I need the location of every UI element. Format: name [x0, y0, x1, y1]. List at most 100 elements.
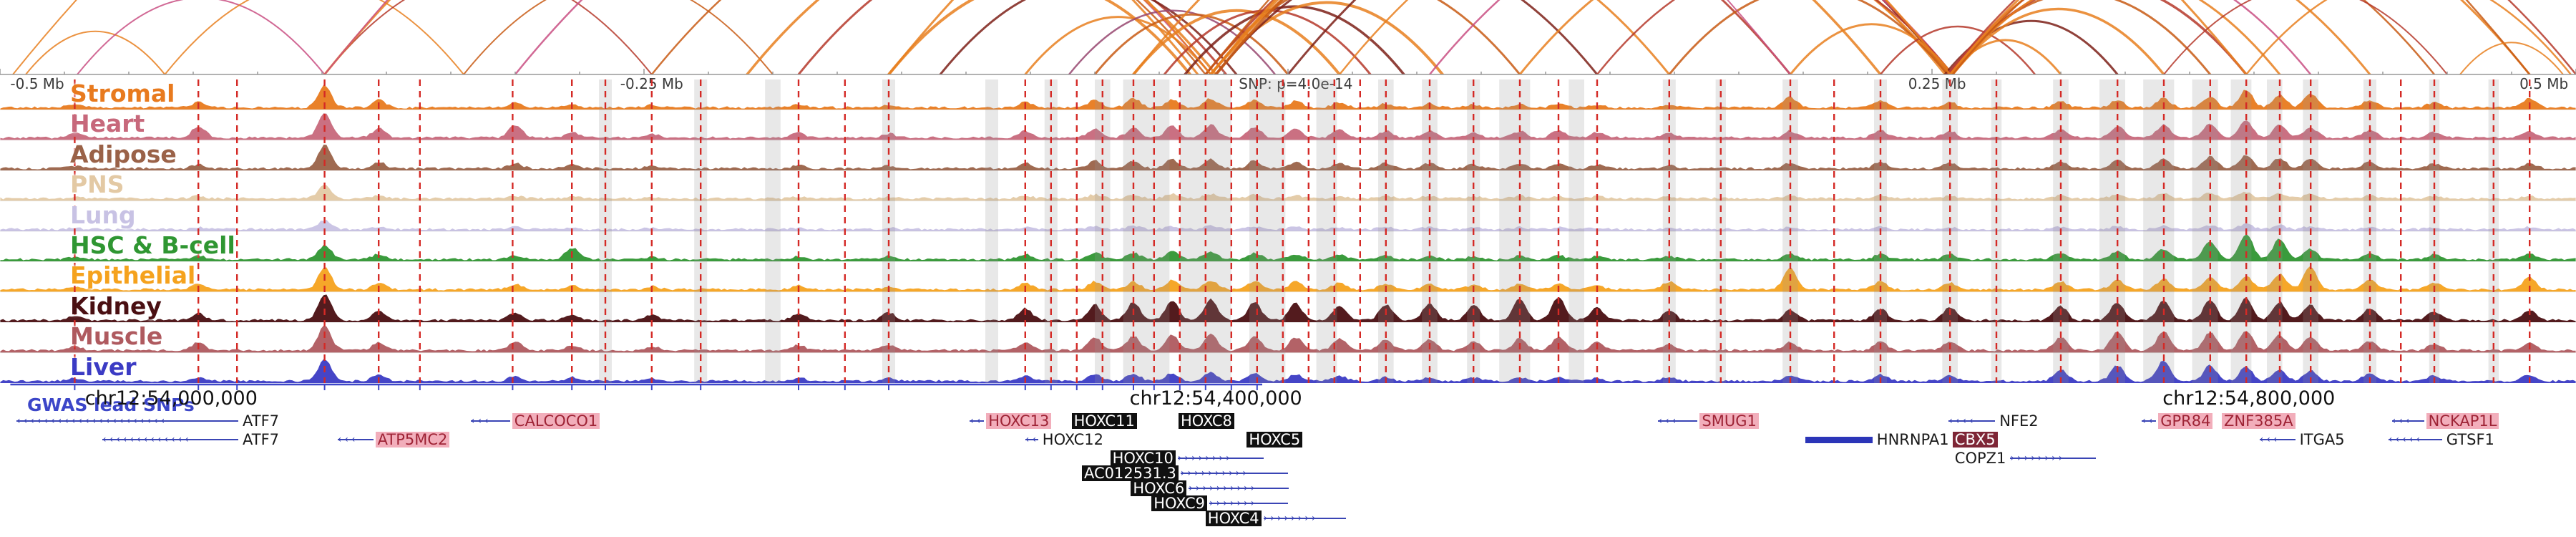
gene-hoxc6[interactable]: HOXC6 ›››››››››› [1131, 480, 1289, 496]
interaction-arc[interactable] [746, 0, 1217, 74]
interaction-arc[interactable] [1068, 9, 1277, 74]
gene-intron-line: ›››››››››› [1189, 483, 1289, 494]
interaction-arc[interactable] [1879, 25, 2036, 74]
interaction-arc[interactable] [323, 0, 653, 74]
interaction-arc[interactable] [164, 0, 464, 74]
interaction-arc[interactable] [1428, 0, 1954, 74]
interaction-arc[interactable] [12, 0, 1211, 74]
chromatin-interaction-arc-track[interactable] [0, 0, 2576, 74]
signal-track-adipose[interactable]: Adipose [0, 140, 2576, 171]
interaction-arc[interactable] [650, 0, 1207, 74]
ruler-label: 0.25 Mb [1908, 75, 1966, 92]
gene-intron-line: ‹‹‹ [470, 415, 510, 427]
gene-smug1[interactable]: ‹‹‹ SMUG1 [1658, 413, 1759, 429]
gene-atf7[interactable]: ‹‹‹‹‹‹‹‹‹‹‹‹‹ ATF7 [102, 432, 281, 448]
interaction-arc[interactable] [463, 0, 774, 74]
interaction-arc[interactable] [1287, 0, 1951, 74]
signal-track-pns[interactable]: PNS [0, 170, 2576, 201]
gene-hoxc11[interactable]: HOXC11 [1071, 413, 1137, 429]
interaction-arc[interactable] [77, 0, 326, 74]
gene-hoxc5[interactable]: HOXC5 [1246, 432, 1303, 448]
interaction-arc[interactable] [323, 0, 1791, 74]
signal-area [0, 325, 2576, 353]
gene-intron-line: ‹‹‹‹ [1948, 415, 1996, 427]
gene-nfe2[interactable]: ‹‹‹‹ NFE2 [1948, 413, 2040, 429]
gene-atp5mc2[interactable]: ‹‹‹ ATP5MC2 [337, 432, 450, 448]
gene-hoxc13[interactable]: ‹‹‹HOXC13 [970, 413, 1052, 429]
gene-copz1[interactable]: COPZ1 ›››››››› [1953, 450, 2097, 466]
ruler-label: 0.5 Mb [2519, 75, 2568, 92]
interaction-arc[interactable] [939, 0, 1238, 74]
gene-itga5[interactable]: ‹‹‹ ITGA5 [2259, 432, 2347, 448]
gene-label: NCKAP1L [2426, 413, 2499, 429]
gene-label: ATF7 [243, 412, 280, 430]
gene-intron-line: ‹‹‹‹‹‹‹‹‹‹‹‹‹‹‹‹‹‹‹‹‹‹ [16, 415, 238, 427]
interaction-arc[interactable] [1209, 1, 1444, 74]
interaction-arc[interactable] [1093, 13, 1289, 74]
gene-hoxc9[interactable]: HOXC9 ››››››› [1151, 495, 1289, 511]
interaction-arc[interactable] [2459, 42, 2564, 74]
interaction-arc[interactable] [323, 0, 1199, 74]
gene-hoxc12[interactable]: ‹‹‹ HOXC12 [1025, 432, 1106, 448]
gene-calcoco1[interactable]: ‹‹‹ CALCOCO1 [470, 413, 600, 429]
gene-exon-bar [1805, 436, 1873, 443]
coordinate-label: chr12:54,000,000 [84, 387, 258, 410]
interaction-arc[interactable] [1024, 16, 1212, 74]
gene-label: HOXC10 [1110, 450, 1176, 466]
gene-nckap1l[interactable]: ‹‹‹ NCKAP1L [2391, 413, 2499, 429]
gene-cbx5[interactable]: CBX5 [1952, 432, 1998, 448]
interaction-arc[interactable] [2163, 0, 2448, 74]
gene-gtsf1[interactable]: ‹‹‹‹‹ GTSF1 [2388, 432, 2497, 448]
interaction-arc[interactable] [1596, 0, 1954, 74]
gene-label: HOXC8 [1179, 413, 1234, 429]
gwas-lead-snps-label: GWAS lead SNPs [27, 395, 195, 415]
gene-label: GPR84 [2158, 413, 2213, 429]
signal-track-kidney[interactable]: Kidney [0, 292, 2576, 323]
gene-atf7[interactable]: ‹‹‹‹‹‹‹‹‹‹‹‹‹‹‹‹‹‹‹‹‹‹ ATF7 [16, 413, 281, 429]
interaction-arc[interactable] [1518, 0, 1949, 74]
gene-hoxc4[interactable]: HOXC4 ›››››››› [1205, 511, 1346, 526]
gene-gpr84[interactable]: ‹‹‹GPR84 [2142, 413, 2213, 429]
track-label: Muscle [70, 322, 163, 351]
signal-track-epithelial[interactable]: Epithelial [0, 261, 2576, 292]
signal-track-muscle[interactable]: Muscle [0, 322, 2576, 353]
interaction-arc[interactable] [797, 0, 1228, 74]
gene-hoxc10[interactable]: HOXC10 ›››››››› [1110, 450, 1264, 466]
signal-track-stromal[interactable]: Stromal [0, 79, 2576, 110]
signal-area [0, 234, 2576, 262]
interaction-arc[interactable] [1668, 0, 1949, 74]
gene-label: AC012531.3 [1082, 465, 1179, 481]
signal-track-liver[interactable]: Liver [0, 353, 2576, 383]
signal-tracks-panel: Stromal Heart Adipose PNS Lung HSC & B-cell Ep… [0, 79, 2576, 383]
interaction-arc[interactable] [1951, 7, 2165, 75]
interaction-arc[interactable] [1338, 0, 1946, 74]
interaction-arc[interactable] [887, 0, 1192, 74]
interaction-arc[interactable] [887, 0, 1951, 74]
track-label: Liver [70, 352, 137, 381]
signal-track-lung[interactable]: Lung [0, 201, 2576, 231]
gene-intron-line: ›››››››› [2010, 453, 2097, 464]
gene-label: ZNF385A [2222, 413, 2296, 429]
interaction-arc[interactable] [1951, 0, 2436, 74]
interaction-arc[interactable] [2245, 0, 2572, 74]
interaction-arc[interactable] [25, 30, 166, 74]
gene-hoxc8[interactable]: HOXC8 [1179, 413, 1234, 429]
gene-ac012531-3[interactable]: AC012531.3 ›››››››››› [1082, 465, 1288, 481]
interaction-arc[interactable] [1951, 0, 2281, 74]
signal-area [0, 266, 2576, 292]
gene-label: SMUG1 [1699, 413, 1759, 429]
signal-area [0, 219, 2576, 231]
track-label: Lung [70, 200, 136, 229]
gene-label: HOXC11 [1071, 413, 1137, 429]
signal-track-heart[interactable]: Heart [0, 110, 2576, 140]
gene-label: HOXC12 [1042, 431, 1104, 448]
interaction-arc[interactable] [1204, 0, 2531, 74]
gene-hnrnpa1[interactable]: HNRNPA1 [1805, 432, 1951, 448]
gwas-snp-track-line[interactable] [0, 382, 2576, 394]
gene-intron-line: ›››››››› [1263, 513, 1346, 524]
interaction-arc[interactable] [1948, 0, 2371, 74]
signal-track-hsc-b-cell[interactable]: HSC & B-cell [0, 231, 2576, 262]
gene-znf385a[interactable]: ZNF385A [2222, 413, 2296, 429]
interaction-arc[interactable] [1214, 0, 1599, 74]
gene-intron-line: ‹‹‹ [1025, 434, 1038, 445]
